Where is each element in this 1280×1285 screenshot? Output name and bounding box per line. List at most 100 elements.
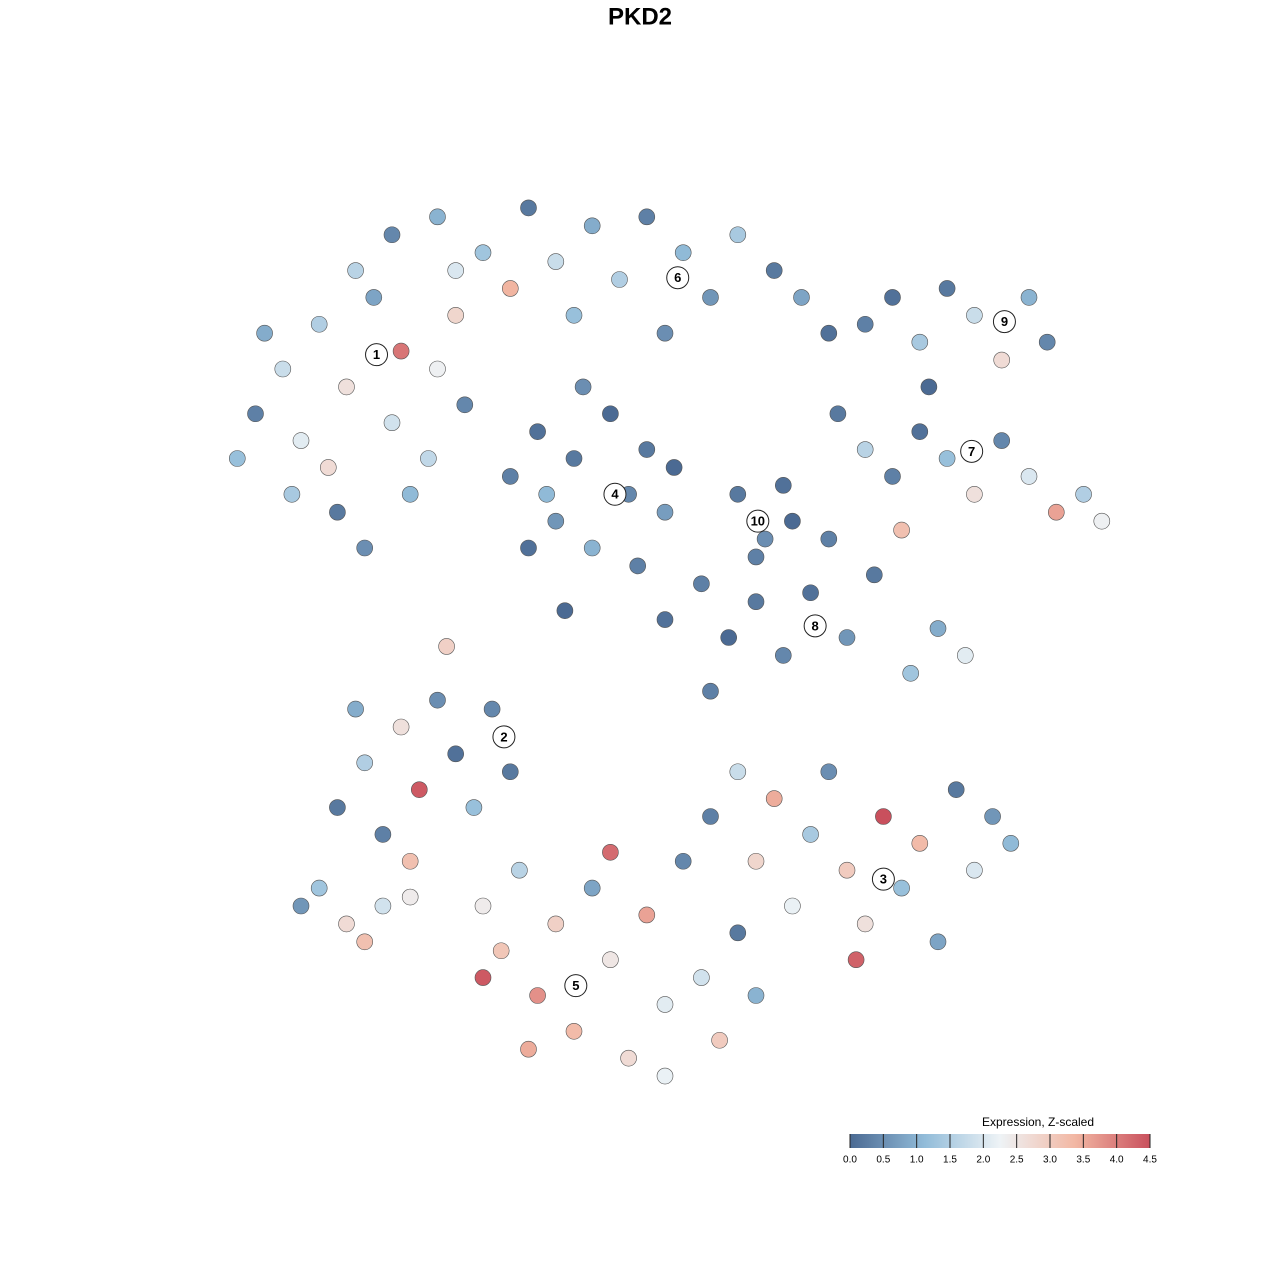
point [656,996,674,1013]
point [1020,289,1038,306]
point [565,450,583,467]
point [747,593,765,611]
point [929,620,947,637]
colorbar-gradient [850,1134,1150,1148]
colorbar-tick-label: 3.0 [1043,1155,1057,1166]
point [438,638,455,655]
cluster-marker [666,266,690,290]
point [638,441,656,458]
point [1038,333,1056,351]
point [501,280,519,297]
cluster-label: 2 [500,729,507,744]
point [774,647,792,664]
point [638,906,656,924]
colorbar-title: Expression, Z-scaled [982,1115,1094,1129]
point [429,360,446,378]
colorbar-tick-label: 2.5 [1010,1155,1024,1166]
point [847,951,865,969]
point [747,852,765,870]
point [702,289,719,306]
cluster-marker [603,482,627,506]
point [602,951,619,969]
point [283,485,301,503]
point [729,485,747,503]
chart-title: PKD2 [608,3,672,30]
cluster-label: 1 [373,347,380,362]
point [329,503,346,521]
point [338,915,355,933]
point [247,405,264,423]
point [856,315,874,333]
point [993,351,1011,369]
point [711,1031,728,1049]
point [347,700,364,718]
point [1048,503,1065,521]
point [583,539,601,557]
point [583,879,601,897]
point [456,396,474,414]
cluster-marker [992,310,1016,334]
point [729,763,747,781]
point [656,503,674,521]
cluster-label: 8 [812,618,819,633]
point [656,611,674,628]
point [520,539,537,557]
point [420,450,437,467]
point [547,915,565,933]
point [929,933,947,951]
point [383,226,401,244]
point [947,781,965,798]
points [229,199,1111,1085]
point [702,808,719,825]
point [820,530,838,548]
point [356,754,374,772]
point [520,1040,537,1058]
point [911,835,929,852]
point [447,306,465,324]
point [774,477,792,494]
point [447,745,465,763]
point [820,763,838,781]
point [856,915,874,933]
point [347,262,364,279]
point [229,450,246,467]
point [256,324,273,342]
point [920,378,938,396]
cluster-label: 10 [751,514,765,529]
point [838,629,856,646]
point [529,987,546,1004]
point [802,584,819,602]
colorbar-tick-label: 4.5 [1143,1155,1157,1166]
point [747,548,765,566]
point [338,378,355,396]
point [674,244,692,261]
point [520,199,537,217]
point [820,324,838,342]
cluster-marker [365,343,389,367]
point [620,1049,637,1067]
point [729,226,747,244]
point [1075,485,1092,503]
point [1002,835,1020,852]
colorbar-tick-label: 0.0 [843,1155,857,1166]
point [565,306,583,324]
point [602,405,619,423]
point [310,879,328,897]
point [501,763,519,781]
point [374,826,392,843]
point [538,485,556,503]
point [747,987,765,1004]
colorbar-tick-label: 1.5 [943,1155,957,1166]
point [693,969,710,986]
cluster-marker [492,725,516,749]
point [875,808,892,825]
point [401,888,419,906]
cluster-label: 3 [880,872,887,887]
point [838,861,856,879]
cluster-label: 9 [1001,314,1008,329]
point [784,897,801,915]
colorbar-tick-label: 4.0 [1110,1155,1124,1166]
point [856,441,874,458]
point [938,450,956,467]
